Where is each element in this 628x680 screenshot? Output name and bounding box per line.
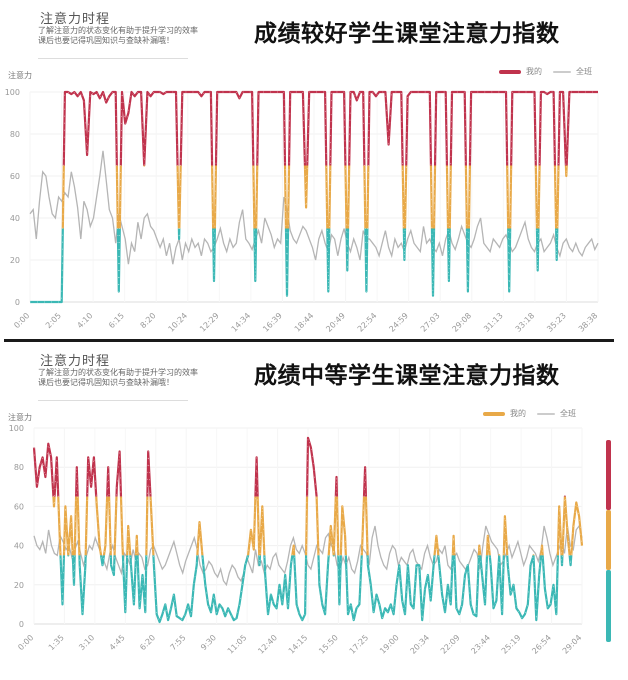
section-title: 注意力时程 bbox=[40, 354, 111, 369]
svg-text:15:50: 15:50 bbox=[317, 633, 340, 656]
legend-label-class[interactable]: 全班 bbox=[576, 67, 592, 76]
svg-text:7:55: 7:55 bbox=[169, 633, 188, 652]
svg-text:80: 80 bbox=[14, 463, 24, 472]
svg-text:18:44: 18:44 bbox=[293, 311, 316, 334]
scale-segment-low bbox=[606, 570, 611, 642]
svg-text:0: 0 bbox=[15, 298, 20, 307]
svg-text:12:40: 12:40 bbox=[256, 633, 279, 656]
section-description: 了解注意力的状态变化有助于提升学习的效率 课后也要记得巩固知识与查缺补漏哦！ bbox=[38, 368, 198, 387]
svg-text:29:04: 29:04 bbox=[561, 633, 584, 656]
svg-text:3:10: 3:10 bbox=[77, 633, 96, 652]
chart-panel-good-students: 注意力时程 了解注意力的状态变化有助于提升学习的效率 课后也要记得巩固知识与查缺… bbox=[4, 12, 600, 334]
svg-text:8:20: 8:20 bbox=[139, 311, 158, 330]
svg-text:1:35: 1:35 bbox=[47, 633, 66, 652]
svg-text:0:00: 0:00 bbox=[12, 311, 31, 330]
section-divider bbox=[38, 400, 188, 401]
svg-text:6:15: 6:15 bbox=[107, 311, 126, 330]
svg-text:23:44: 23:44 bbox=[469, 633, 492, 656]
svg-text:40: 40 bbox=[14, 542, 24, 551]
svg-text:35:23: 35:23 bbox=[545, 311, 568, 334]
svg-text:6:20: 6:20 bbox=[138, 633, 157, 652]
svg-text:100: 100 bbox=[5, 88, 20, 97]
chart-title: 成绩较好学生课堂注意力指数 bbox=[254, 21, 560, 47]
section-title: 注意力时程 bbox=[40, 12, 111, 27]
chart-legend: 我的 全班 bbox=[499, 66, 592, 77]
svg-text:20: 20 bbox=[14, 581, 24, 590]
svg-text:33:18: 33:18 bbox=[514, 311, 537, 334]
svg-text:27:03: 27:03 bbox=[419, 311, 442, 334]
chart-title: 成绩中等学生课堂注意力指数 bbox=[254, 363, 560, 389]
svg-text:19:00: 19:00 bbox=[378, 633, 401, 656]
legend-swatch-mine bbox=[483, 411, 505, 416]
svg-text:14:34: 14:34 bbox=[230, 311, 253, 334]
legend-label-mine[interactable]: 我的 bbox=[526, 67, 542, 76]
legend-swatch-class bbox=[537, 412, 555, 415]
line-chart-plot: 0 20 40 60 80 100 0:00 1:35 3:10 4:45 6:20 7:55 9:30… bbox=[9, 424, 584, 656]
svg-text:22:54: 22:54 bbox=[356, 311, 379, 334]
legend-swatch-class bbox=[553, 70, 571, 73]
svg-text:26:54: 26:54 bbox=[530, 633, 553, 656]
svg-text:38:38: 38:38 bbox=[577, 311, 600, 334]
svg-text:20:49: 20:49 bbox=[324, 311, 347, 334]
svg-text:22:09: 22:09 bbox=[439, 633, 462, 656]
svg-text:100: 100 bbox=[9, 424, 24, 433]
svg-text:0: 0 bbox=[19, 620, 24, 629]
svg-text:25:19: 25:19 bbox=[500, 633, 523, 656]
svg-text:60: 60 bbox=[10, 172, 20, 181]
chart-panel-average-students: 注意力时程 了解注意力的状态变化有助于提升学习的效率 课后也要记得巩固知识与查缺… bbox=[0, 342, 628, 679]
svg-text:24:59: 24:59 bbox=[387, 311, 410, 334]
svg-text:20: 20 bbox=[10, 256, 20, 265]
svg-text:14:15: 14:15 bbox=[287, 633, 310, 656]
svg-text:60: 60 bbox=[14, 502, 24, 511]
svg-text:11:05: 11:05 bbox=[226, 633, 249, 656]
svg-text:16:39: 16:39 bbox=[261, 311, 284, 334]
svg-text:40: 40 bbox=[10, 214, 20, 223]
scale-segment-high bbox=[606, 440, 611, 510]
svg-text:9:30: 9:30 bbox=[199, 633, 218, 652]
line-chart-plot: 0 20 40 60 80 100 0:00 2:05 4:10 6:15 8:20 10:24 12:… bbox=[5, 88, 600, 334]
svg-text:4:10: 4:10 bbox=[75, 311, 94, 330]
scale-segment-mid bbox=[606, 510, 611, 570]
section-description: 了解注意力的状态变化有助于提升学习的效率 课后也要记得巩固知识与查缺补漏哦！ bbox=[38, 26, 198, 45]
svg-text:20:34: 20:34 bbox=[409, 633, 432, 656]
legend-label-mine[interactable]: 我的 bbox=[510, 409, 526, 418]
legend-label-class[interactable]: 全班 bbox=[560, 409, 576, 418]
section-divider bbox=[38, 58, 188, 59]
svg-text:10:24: 10:24 bbox=[167, 311, 190, 334]
svg-text:2:05: 2:05 bbox=[44, 311, 63, 330]
legend-swatch-mine bbox=[499, 69, 521, 74]
svg-text:0:00: 0:00 bbox=[16, 633, 35, 652]
svg-text:12:29: 12:29 bbox=[198, 311, 221, 334]
svg-text:31:13: 31:13 bbox=[482, 311, 505, 334]
svg-text:80: 80 bbox=[10, 130, 20, 139]
panel-divider bbox=[4, 339, 614, 342]
y-axis-label: 注意力 bbox=[8, 413, 32, 422]
chart-legend: 我的 全班 bbox=[483, 408, 576, 419]
svg-text:29:08: 29:08 bbox=[451, 311, 474, 334]
svg-text:4:45: 4:45 bbox=[108, 633, 127, 652]
svg-text:17:25: 17:25 bbox=[348, 633, 371, 656]
y-axis-label: 注意力 bbox=[8, 71, 32, 80]
